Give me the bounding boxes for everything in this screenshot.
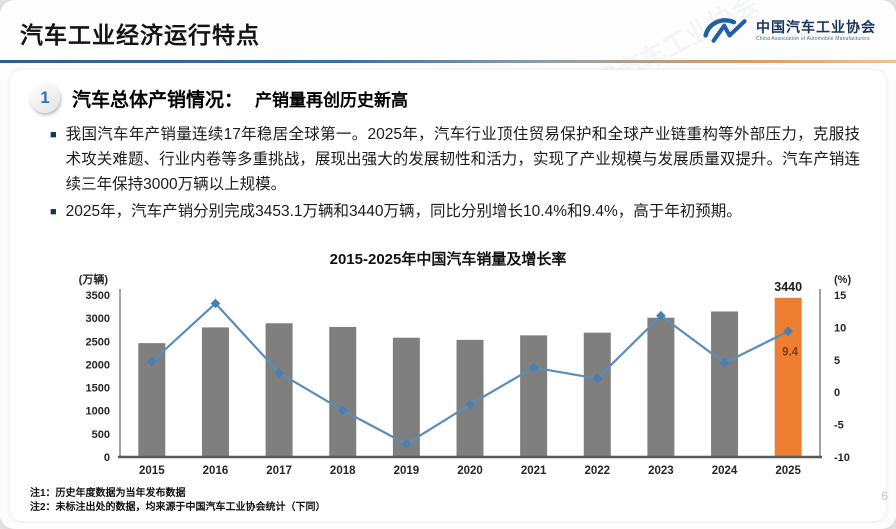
svg-text:(万辆): (万辆) — [79, 272, 109, 286]
svg-text:2015: 2015 — [139, 465, 165, 477]
svg-text:2025: 2025 — [775, 465, 801, 477]
org-name-cn: 中国汽车工业协会 — [756, 18, 876, 35]
bullet-text: 2025年，汽车产销分别完成3453.1万辆和3440万辆，同比分别增长10.4… — [65, 203, 742, 221]
svg-text:500: 500 — [92, 429, 110, 441]
svg-text:-5: -5 — [834, 420, 844, 432]
svg-text:(%): (%) — [834, 274, 851, 286]
bullet-item: ■ 我国汽车年产销量连续17年稳居全球第一。2025年，汽车行业顶住贸易保护和全… — [50, 122, 860, 197]
page-number: 6 — [881, 489, 888, 503]
header: 汽车工业经济运行特点 中国汽车工业协会 China Association of… — [0, 0, 896, 63]
svg-text:2000: 2000 — [86, 360, 110, 372]
section-heading: 1 汽车总体产销情况： 产销量再创历史新高 — [10, 70, 886, 113]
svg-text:2017: 2017 — [266, 465, 292, 477]
sales-growth-chart: (万辆) (%) 0 500 1000 1500 2000 2500 3000 3500 -10 -5… — [79, 272, 852, 477]
svg-text:2500: 2500 — [86, 337, 110, 349]
svg-text:3000: 3000 — [86, 314, 110, 326]
svg-text:-10: -10 — [834, 452, 850, 464]
bullet-item: ■ 2025年，汽车产销分别完成3453.1万辆和3440万辆，同比分别增长10… — [50, 199, 860, 224]
section-title: 汽车总体产销情况： — [72, 89, 244, 111]
bullet-list: ■ 我国汽车年产销量连续17年稳居全球第一。2025年，汽车行业顶住贸易保护和全… — [50, 122, 860, 224]
svg-text:2023: 2023 — [648, 465, 674, 477]
svg-text:2018: 2018 — [330, 465, 356, 477]
svg-text:3440: 3440 — [774, 280, 802, 294]
page-title: 汽车工业经济运行特点 — [20, 22, 260, 48]
svg-text:5: 5 — [834, 355, 840, 367]
chart-block: 2015-2025年中国汽车销量及增长率 (万辆) (%) 0 500 1000 1500… — [10, 248, 886, 488]
caam-logo-icon — [703, 18, 747, 43]
svg-text:2016: 2016 — [203, 465, 229, 477]
chart-area: (万辆) (%) 0 500 1000 1500 2000 2500 3000 3500 -10 -5… — [24, 271, 886, 488]
svg-text:2019: 2019 — [394, 465, 420, 477]
svg-text:1500: 1500 — [86, 383, 110, 395]
svg-text:0: 0 — [834, 388, 840, 400]
content-card: 1 汽车总体产销情况： 产销量再创历史新高 ■ 我国汽车年产销量连续17年稳居全… — [10, 70, 886, 521]
section-subtitle: 产销量再创历史新高 — [255, 90, 409, 110]
footnote-1: 注1：历史年度数据为当年发布数据 — [30, 488, 186, 499]
svg-text:2024: 2024 — [712, 465, 738, 477]
footnote-2: 注2：未标注出处的数据，均来源于中国汽车工业协会统计（下同） — [30, 502, 326, 513]
svg-text:2020: 2020 — [457, 465, 483, 477]
chart-title: 2015-2025年中国汽车销量及增长率 — [329, 251, 567, 269]
footnotes: 注1：历史年度数据为当年发布数据 注2：未标注出处的数据，均来源于中国汽车工业协… — [30, 487, 326, 515]
square-bullet-icon: ■ — [50, 129, 57, 141]
svg-text:3500: 3500 — [86, 290, 110, 302]
caam-logo-text: 中国汽车工业协会 China Association of Automobile… — [756, 18, 876, 43]
svg-text:2022: 2022 — [584, 465, 610, 477]
section-number-badge: 1 — [30, 83, 60, 113]
caam-logo: 中国汽车工业协会 China Association of Automobile… — [703, 16, 876, 46]
svg-text:2021: 2021 — [521, 465, 547, 477]
svg-text:9.4: 9.4 — [782, 347, 799, 359]
svg-text:10: 10 — [834, 323, 846, 335]
org-name-en: China Association of Automobile Manufact… — [756, 35, 870, 42]
bullet-text: 我国汽车年产销量连续17年稳居全球第一。2025年，汽车行业顶住贸易保护和全球产… — [65, 126, 860, 194]
svg-text:1000: 1000 — [86, 406, 110, 418]
svg-text:15: 15 — [834, 290, 846, 302]
header-divider — [0, 60, 896, 63]
svg-text:0: 0 — [104, 452, 110, 464]
square-bullet-icon: ■ — [50, 206, 57, 219]
